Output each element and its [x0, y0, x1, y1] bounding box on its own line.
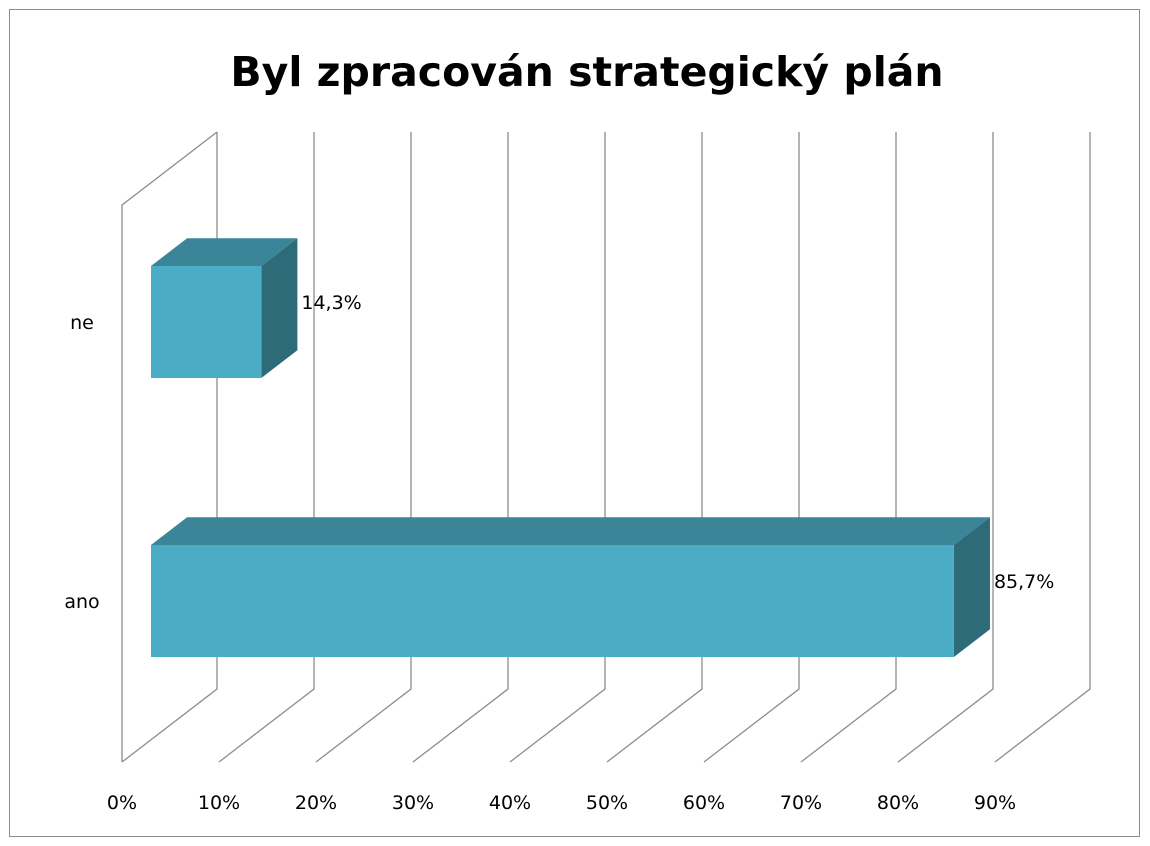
bar-top-face	[151, 238, 298, 266]
left-wall-edge	[121, 131, 218, 762]
bars	[151, 238, 990, 657]
bar-side-face	[953, 517, 990, 657]
gridline-10pct	[218, 132, 315, 763]
gridline-70pct	[800, 132, 897, 763]
x-tick-label: 40%	[489, 792, 531, 814]
x-tick-label: 80%	[877, 792, 919, 814]
bar-side-face	[261, 238, 298, 378]
x-tick-label: 50%	[586, 792, 628, 814]
category-label: ano	[64, 591, 99, 613]
gridline-90pct	[994, 132, 1091, 763]
gridlines	[121, 131, 1091, 763]
x-tick-label: 90%	[974, 792, 1016, 814]
data-label: 14,3%	[301, 292, 361, 314]
category-label: ne	[70, 312, 94, 334]
x-tick-label: 70%	[780, 792, 822, 814]
x-tick-label: 10%	[198, 792, 240, 814]
x-tick-label: 0%	[107, 792, 137, 814]
axis-labels: 0% 10% 20% 30% 40% 50% 60% 70% 80% 90% ne 14,3% ano 8…	[64, 292, 1054, 814]
x-tick-label: 30%	[392, 792, 434, 814]
chart-title: Byl zpracován strategický plán	[230, 48, 943, 96]
bar-ne	[151, 266, 262, 378]
data-label: 85,7%	[994, 571, 1054, 593]
gridline-0pct	[121, 132, 218, 763]
gridline-40pct	[509, 132, 606, 763]
x-tick-label: 20%	[295, 792, 337, 814]
bar-top-face	[151, 517, 990, 545]
gridline-50pct	[606, 132, 703, 763]
gridline-30pct	[412, 132, 509, 763]
gridline-20pct	[315, 132, 412, 763]
x-tick-label: 60%	[683, 792, 725, 814]
gridline-80pct	[897, 132, 994, 763]
gridline-60pct	[703, 132, 800, 763]
bar-ano	[151, 545, 954, 657]
